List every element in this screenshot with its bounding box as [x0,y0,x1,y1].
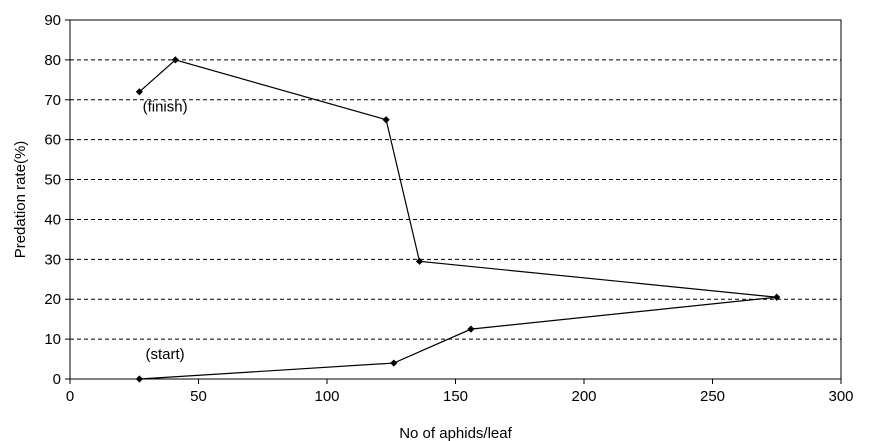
x-tick-label: 150 [443,388,468,405]
y-tick-label: 80 [44,52,61,69]
y-tick-label: 50 [44,172,61,189]
data-point [171,56,179,64]
y-axis-ticks: 0 10 20 30 40 50 60 70 80 90 [44,12,70,388]
y-tick-label: 40 [44,211,61,228]
plot-area [69,19,842,380]
y-tick-label: 60 [44,132,61,149]
y-tick-label: 10 [44,331,61,348]
x-tick-label: 300 [828,388,853,405]
gridlines [70,59,841,340]
data-point [390,359,398,367]
data-point [135,88,143,96]
series-layer [135,56,781,383]
x-tick-label: 0 [66,388,74,405]
x-axis-label: No of aphids/leaf [399,425,512,441]
data-point [415,257,424,265]
x-axis-ticks: 0 50 100 150 200 250 300 [66,379,854,405]
x-tick-label: 50 [190,388,207,405]
x-tick-label: 100 [314,388,339,405]
annotation-label: (finish) [143,99,188,116]
data-point [467,325,475,333]
data-point [773,293,781,301]
y-tick-label: 70 [44,92,61,109]
data-point [382,116,390,124]
y-tick-label: 90 [44,12,61,29]
data-point [135,375,143,383]
x-tick-label: 200 [571,388,596,405]
annotations: (start) (finish) [143,99,188,363]
y-tick-label: 20 [44,291,61,308]
x-tick-label: 250 [700,388,725,405]
y-tick-label: 30 [44,251,61,268]
y-axis-label: Predation rate(%) [12,141,29,259]
series-line [138,59,777,380]
y-tick-label: 0 [53,371,61,388]
annotation-label: (start) [146,346,185,363]
